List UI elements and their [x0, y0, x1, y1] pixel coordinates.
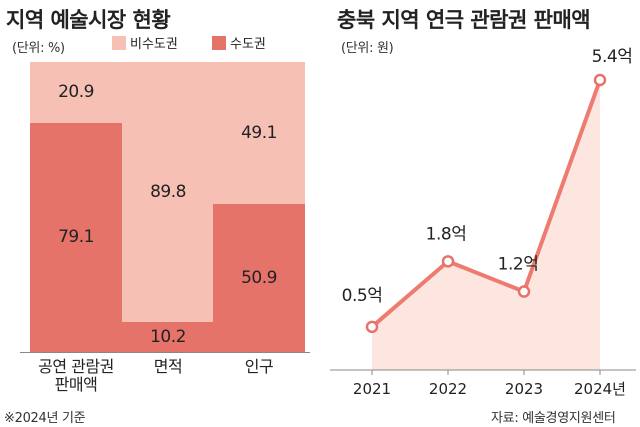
- bar-segment-non-metro: [213, 62, 305, 205]
- bar-value-label-non-metro: 89.8: [150, 182, 186, 203]
- category-label-line: 판매액: [54, 375, 98, 394]
- data-point: [441, 255, 455, 268]
- legend-label-non-metro: 비수도권: [130, 37, 178, 52]
- bar-2: 49.1 50.9: [213, 62, 305, 352]
- right-chart-source: 자료: 예술경영지원센터: [491, 411, 616, 426]
- bar-1: 89.8 10.2: [122, 62, 214, 352]
- x-tick-label: 2021: [353, 380, 391, 398]
- legend-swatch-non-metro: [112, 35, 126, 50]
- bar-value-label-non-metro: 20.9: [58, 82, 94, 103]
- bar-segment-non-metro: [122, 62, 214, 323]
- category-label: 공연 관람권 판매액: [16, 358, 136, 394]
- x-tick-label: 2024년: [574, 380, 626, 398]
- x-tick-label: 2022: [429, 380, 467, 398]
- bar-chart-baseline: [20, 352, 310, 353]
- legend-label-metro: 수도권: [230, 37, 266, 52]
- legend-item-non-metro: 비수도권: [112, 33, 178, 52]
- data-point: [365, 320, 379, 334]
- bar-value-label-metro: 79.1: [58, 227, 94, 248]
- data-label: 0.5억: [342, 286, 383, 306]
- category-label-line: 인구: [244, 357, 274, 376]
- legend-item-metro: 수도권: [212, 33, 266, 52]
- data-label: 1.8억: [426, 224, 467, 244]
- category-label-line: 공연 관람권: [38, 357, 114, 376]
- data-point: [517, 285, 531, 298]
- data-label: 5.4억: [592, 47, 633, 67]
- series-line: [370, 79, 602, 329]
- bar-value-label-metro: 50.9: [241, 268, 277, 289]
- legend-swatch-metro: [212, 35, 226, 50]
- bar-segment-metro: [122, 322, 214, 352]
- x-tick-label: 2023: [505, 380, 543, 398]
- bar-0: 20.9 79.1: [30, 62, 122, 352]
- left-chart-unit: (단위: %): [12, 41, 65, 56]
- bar-segment-metro: [30, 122, 122, 352]
- right-chart-unit: (단위: 원): [341, 41, 394, 56]
- category-label: 면적: [108, 358, 228, 376]
- data-point: [593, 73, 607, 87]
- area-fill: [372, 80, 600, 370]
- bar-segment-metro: [213, 204, 305, 352]
- bar-value-label-metro: 10.2: [150, 327, 186, 348]
- bar-segment-non-metro: [30, 62, 122, 123]
- data-label: 1.2억: [498, 255, 539, 275]
- left-chart-note: ※2024년 기준: [4, 411, 86, 426]
- right-chart-title: 충북 지역 연극 관람권 판매액: [337, 8, 591, 32]
- category-label: 인구: [199, 358, 319, 376]
- bar-value-label-non-metro: 49.1: [241, 123, 277, 144]
- left-chart-title: 지역 예술시장 현황: [6, 8, 171, 32]
- category-label-line: 면적: [153, 357, 183, 376]
